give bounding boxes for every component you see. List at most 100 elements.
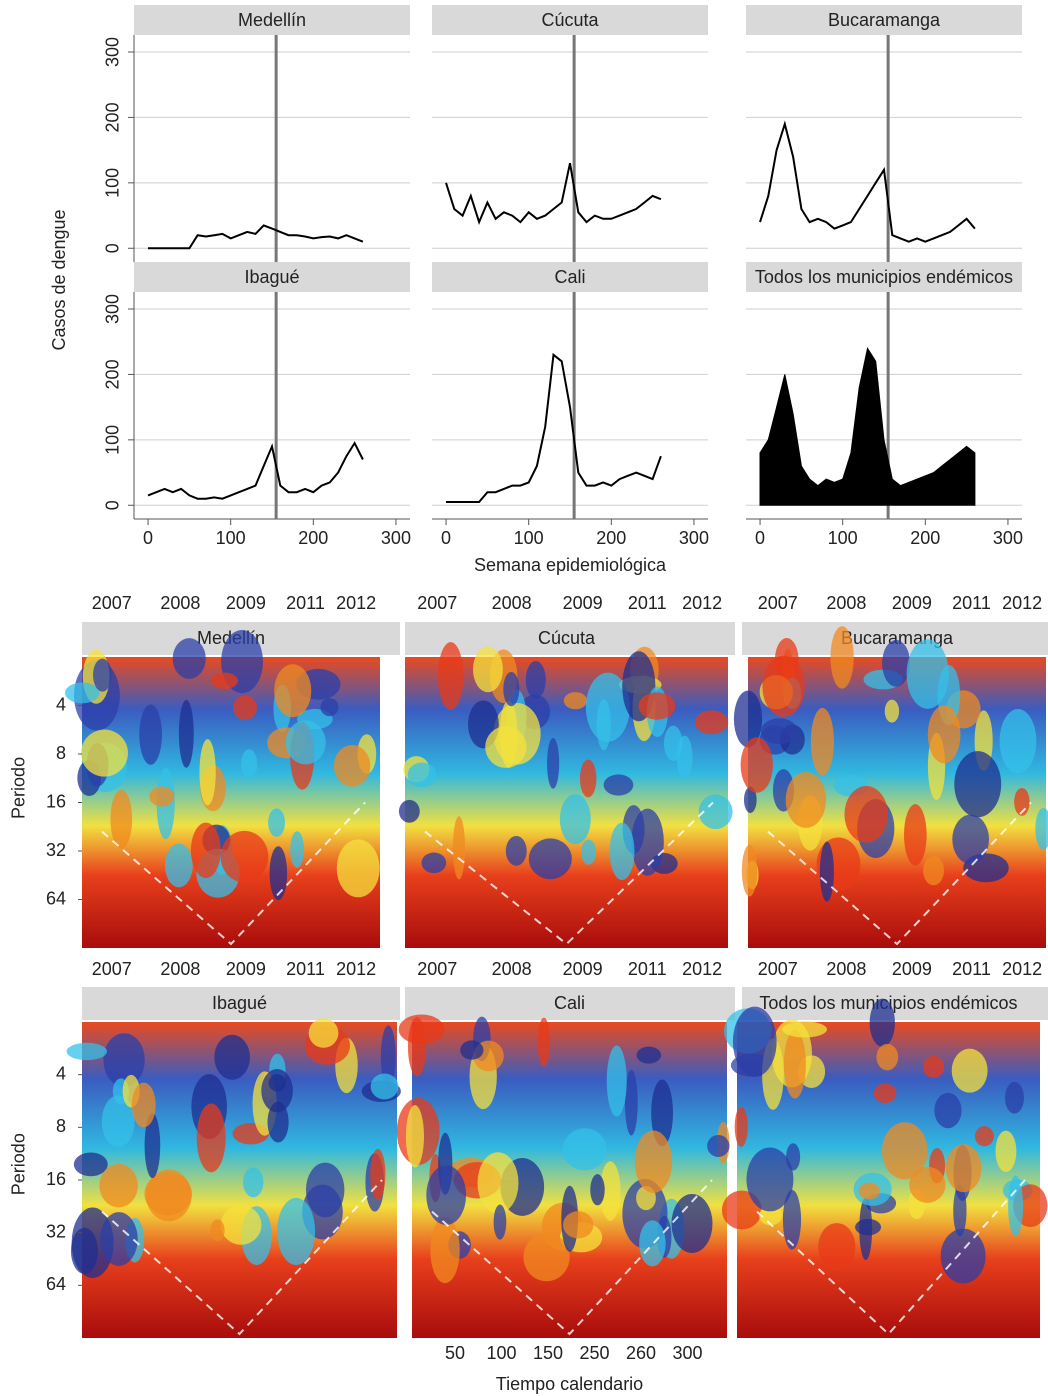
wavelet-blob xyxy=(740,737,773,793)
wavelet-blob xyxy=(785,771,827,828)
wavelet-blob xyxy=(639,1220,666,1267)
wavelet-blob xyxy=(746,1147,794,1212)
cone-of-influence xyxy=(424,801,714,946)
y-axis-label: Casos de dengue xyxy=(49,209,69,350)
x-tick-label: 200 xyxy=(298,528,328,548)
wavelet-blob xyxy=(405,1105,424,1168)
facet-strip xyxy=(746,5,1022,35)
wavelet-blob xyxy=(178,699,194,768)
facet-strip xyxy=(405,987,735,1020)
x-tick-label: 260 xyxy=(626,1343,656,1363)
wavelet-blob xyxy=(563,692,588,710)
x-tick-label: 0 xyxy=(441,528,451,548)
wavelet-blob xyxy=(940,1228,986,1284)
wavelet-blob xyxy=(934,1092,962,1129)
wavelet-blob xyxy=(333,745,371,787)
wavelet-blob xyxy=(199,739,216,806)
year-label: 2009 xyxy=(226,959,266,979)
wavelet-blob xyxy=(407,762,437,788)
year-label: 2012 xyxy=(1002,593,1042,613)
x-tick-label: 100 xyxy=(514,528,544,548)
wavelet-blob xyxy=(268,808,285,837)
wavelet-blob xyxy=(220,830,269,883)
wavelet-blob xyxy=(927,705,961,764)
wavelet-blob xyxy=(906,639,949,709)
wavelet-blob xyxy=(472,646,503,693)
y-tick-label: 8 xyxy=(56,1116,66,1136)
year-label: 2009 xyxy=(563,959,603,979)
x-tick-label: 150 xyxy=(533,1343,563,1363)
wavelet-blob xyxy=(144,1113,161,1179)
wavelet-blob xyxy=(559,794,591,845)
x-tick-label: 100 xyxy=(216,528,246,548)
wavelet-blob xyxy=(528,838,572,880)
wavelet-blob xyxy=(267,1101,289,1143)
wavelet-blob xyxy=(149,786,175,807)
wavelet-blob xyxy=(1005,1081,1024,1114)
wavelet-blob xyxy=(954,751,1002,818)
wavelet-blob xyxy=(631,808,664,876)
wavelet-blob xyxy=(66,1042,108,1061)
wavelet-blob xyxy=(537,1017,551,1067)
line xyxy=(445,162,662,225)
x-tick-label: 300 xyxy=(993,528,1023,548)
wavelet-blob xyxy=(694,710,729,735)
wavelet-blob xyxy=(858,1182,881,1200)
x-tick-label: 50 xyxy=(445,1343,465,1363)
y-tick-label: 16 xyxy=(46,1169,66,1189)
wavelet-blob xyxy=(783,1030,806,1099)
wavelet-blob xyxy=(426,1165,467,1225)
wavelet-blob xyxy=(493,1204,507,1240)
wavelet-blob xyxy=(380,1025,396,1088)
wavelet-blob xyxy=(139,704,162,765)
wavelet-blob xyxy=(707,1134,730,1158)
wavelet-blob xyxy=(452,816,466,880)
x-tick-label: 100 xyxy=(486,1343,516,1363)
line xyxy=(147,441,364,500)
y-tick-label: 32 xyxy=(46,1221,66,1241)
line xyxy=(148,224,364,250)
x-tick-label: 0 xyxy=(755,528,765,548)
year-label: 2011 xyxy=(628,959,667,979)
facet-title: Cúcuta xyxy=(541,10,599,30)
wavelet-blob xyxy=(460,1040,484,1060)
wavelet-blob xyxy=(398,799,420,823)
facet-strip xyxy=(405,622,735,655)
area xyxy=(759,346,976,506)
wavelet-blob xyxy=(430,1217,460,1284)
wavelet-blob xyxy=(819,841,834,902)
wavelet-blob xyxy=(1008,1175,1024,1237)
wavelet-blob xyxy=(233,695,257,721)
wavelet-blob xyxy=(110,789,133,849)
x-axis-label: Tiempo calendario xyxy=(496,1374,643,1394)
wavelet-blob xyxy=(671,1194,713,1254)
facet-strip xyxy=(746,262,1022,292)
year-label: 2011 xyxy=(286,959,325,979)
wavelet-blob xyxy=(100,1212,138,1266)
wavelet-blob xyxy=(909,1166,946,1203)
wavelet-blob xyxy=(214,1034,250,1080)
wavelet-blob xyxy=(734,1106,748,1147)
year-label: 2007 xyxy=(92,593,132,613)
wavelet-blob xyxy=(945,1144,982,1193)
wavelet-blob xyxy=(953,1184,967,1237)
year-label: 2008 xyxy=(492,959,532,979)
wavelet-blob xyxy=(810,707,835,776)
y-tick-label: 4 xyxy=(56,1063,66,1083)
wavelet-blob xyxy=(590,1174,605,1206)
wavelet-blob xyxy=(741,844,758,897)
wavelet-blob xyxy=(881,1122,928,1180)
wavelet-blob xyxy=(243,1167,264,1198)
cone-of-influence xyxy=(101,1179,383,1336)
wavelet-blob xyxy=(336,839,380,898)
wavelet-blob xyxy=(131,1082,156,1128)
wavelet-blob xyxy=(285,720,326,765)
facet-strip xyxy=(134,5,410,35)
year-label: 2007 xyxy=(758,593,798,613)
y-tick-label: 64 xyxy=(46,888,66,908)
wavelet-blob xyxy=(437,642,464,710)
year-label: 2008 xyxy=(160,593,200,613)
wavelet-blob xyxy=(638,692,676,720)
wavelet-blob xyxy=(596,698,611,751)
wavelet-blob xyxy=(676,735,693,780)
